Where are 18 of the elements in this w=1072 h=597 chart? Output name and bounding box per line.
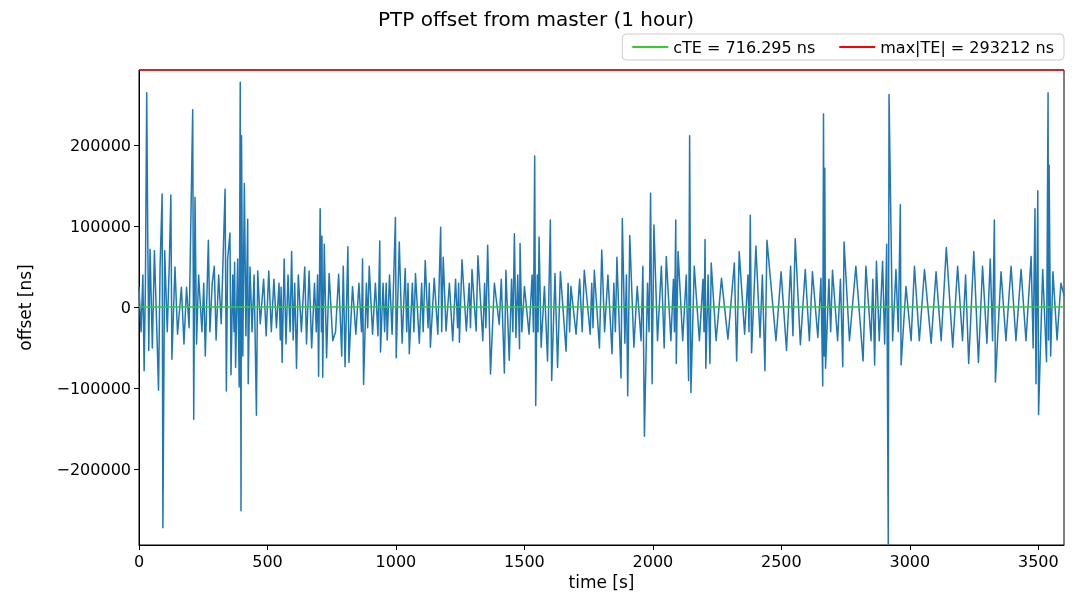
x-tick-label: 1500 [504, 551, 545, 571]
y-tick-label: 0 [120, 298, 131, 317]
y-tick-label: −100000 [56, 379, 131, 398]
x-tick-label: 2500 [761, 551, 802, 571]
x-tick-label: 500 [252, 551, 283, 571]
y-tick-label: −200000 [56, 460, 131, 479]
x-tick-label: 0 [133, 551, 145, 571]
x-axis-title: time [s] [568, 572, 635, 593]
x-tick-label: 3000 [889, 551, 931, 571]
y-axis-title: offset [ns] [14, 264, 35, 351]
x-tick-label: 2000 [632, 551, 674, 571]
x-tick-label: 1000 [375, 551, 417, 571]
x-tick-label: 3500 [1017, 551, 1059, 571]
chart-title: PTP offset from master (1 hour) [378, 7, 694, 31]
y-tick-label: 100000 [69, 217, 131, 236]
legend-label: cTE = 716.295 ns [673, 37, 816, 57]
y-tick-label: 200000 [69, 136, 131, 155]
legend-label: max|TE| = 293212 ns [880, 37, 1055, 57]
